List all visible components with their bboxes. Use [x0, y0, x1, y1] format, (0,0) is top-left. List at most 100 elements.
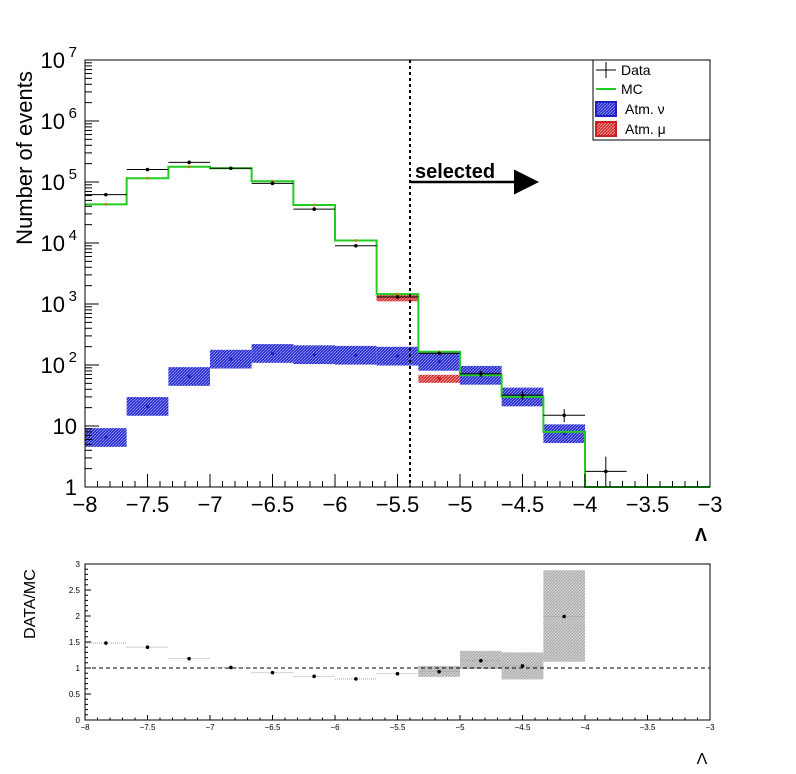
- ratio-point: [229, 665, 233, 670]
- atm-nu-point: [187, 374, 191, 379]
- legend-label-atm-mu: Atm. μ: [625, 121, 666, 137]
- mc-point: [312, 203, 316, 207]
- data-point: [312, 207, 316, 211]
- ratio-x-tick-label: −3.5: [640, 723, 656, 732]
- ratio-point: [520, 664, 525, 668]
- ratio-point: [270, 670, 275, 675]
- main-x-tick-label: −4: [572, 492, 597, 517]
- main-y-tick-exponent: 3: [69, 288, 77, 305]
- data-point: [270, 181, 275, 186]
- ratio-x-tick-label: −4.5: [515, 723, 531, 732]
- atm-nu-point: [229, 357, 233, 361]
- main-y-tick-exponent: 2: [69, 349, 77, 366]
- main-y-tick-exponent: 4: [69, 227, 77, 244]
- data-point: [145, 167, 150, 172]
- main-y-tick-exponent: 5: [69, 166, 77, 183]
- legend-entry-mc: MC: [596, 81, 643, 97]
- mc-point: [354, 239, 358, 242]
- main-x-tick-label: −4.5: [501, 492, 544, 517]
- main-x-tick-label: −7.5: [126, 492, 169, 517]
- mc-point: [104, 202, 108, 206]
- main-x-tick-label: −6.5: [251, 492, 294, 517]
- ratio-y-tick-label: 1.5: [69, 638, 81, 647]
- atm-nu-point: [145, 404, 150, 408]
- mc-point: [187, 165, 191, 169]
- legend-label-data: Data: [621, 62, 651, 78]
- ratio-y-tick-label: 0.5: [69, 690, 81, 699]
- legend-entry-data: Data: [596, 62, 651, 78]
- legend-label-atm-nu: Atm. ν: [625, 101, 665, 117]
- data-point: [479, 371, 483, 376]
- ratio-x-tick-label: −5: [455, 723, 465, 732]
- main-x-tick-label: −8: [72, 492, 97, 517]
- data-point: [562, 413, 566, 418]
- atm-nu-point: [354, 353, 358, 357]
- main-y-tick-label: 1: [65, 475, 77, 500]
- ratio-panel: −8 −7.5 −7 −6.5 −6 −5.5 −5 −4.5 −4 −3.5 −3 0 0.5 1 1.5…: [69, 560, 715, 732]
- data-point: [437, 351, 441, 356]
- ratio-x-axis-title: Λ: [697, 751, 708, 768]
- cut-label: selected: [415, 161, 495, 183]
- main-x-tick-label: −7: [197, 492, 222, 517]
- main-y-tick-exponent: 7: [69, 44, 77, 61]
- main-y-tick-label: 10: [53, 414, 77, 439]
- main-x-tick-label: −5.5: [376, 492, 419, 517]
- legend: Data MC Atm. ν Atm. μ: [592, 59, 711, 141]
- ratio-x-tick-label: −7.5: [140, 723, 156, 732]
- ratio-y-axis-title: DATA/MC: [22, 569, 39, 639]
- ratio-x-tick-label: −4: [580, 723, 590, 732]
- atm-nu-point: [270, 351, 275, 355]
- ratio-x-tick-label: −6: [330, 723, 340, 732]
- mc-point: [396, 292, 399, 296]
- atm-nu-point: [395, 354, 400, 358]
- data-point: [395, 295, 400, 299]
- main-y-tick-exponent: 6: [69, 105, 77, 122]
- main-x-tick-label: −5: [447, 492, 472, 517]
- data-point: [104, 192, 108, 197]
- ratio-x-tick-label: −5.5: [390, 723, 406, 732]
- ratio-x-tick-label: −3: [705, 723, 715, 732]
- main-y-tick-label: 10: [41, 292, 65, 317]
- data-point: [604, 469, 608, 474]
- ratio-y-tick-label: 2.5: [69, 586, 81, 595]
- legend-entry-atm-nu: Atm. ν: [595, 101, 665, 117]
- ratio-point: [354, 677, 358, 681]
- ratio-plot-area: [85, 564, 710, 720]
- legend-entry-atm-mu: Atm. μ: [595, 121, 666, 137]
- ratio-y-tick-label: 3: [76, 560, 81, 569]
- ratio-y-tick-label: 1: [76, 664, 81, 673]
- atm-mu-point: [437, 376, 441, 381]
- ratio-point: [312, 674, 316, 679]
- ratio-x-tick-label: −6.5: [265, 723, 281, 732]
- ratio-point: [479, 658, 483, 663]
- main-y-tick-label: 10: [41, 109, 65, 134]
- ratio-y-tick-label: 0: [76, 716, 81, 725]
- data-point: [520, 393, 525, 397]
- ratio-x-tick-label: −7: [205, 723, 215, 732]
- main-y-tick-label: 10: [41, 231, 65, 256]
- ratio-point: [104, 641, 108, 645]
- main-x-axis-title: Λ: [695, 525, 707, 545]
- main-x-tick-label: −3.5: [626, 492, 669, 517]
- ratio-point: [187, 656, 191, 661]
- ratio-point: [145, 645, 150, 649]
- main-x-tick-label: −3: [697, 492, 722, 517]
- ratio-y-tick-label: 2: [76, 612, 81, 621]
- main-x-tick-label: −6: [322, 492, 347, 517]
- data-point: [229, 166, 233, 171]
- main-y-tick-label: 10: [41, 170, 65, 195]
- ratio-point: [395, 671, 400, 676]
- atm-nu-point: [104, 435, 108, 440]
- main-y-tick-label: 10: [41, 353, 65, 378]
- ratio-x-tick-label: −8: [80, 723, 90, 732]
- atm-nu-point: [437, 359, 441, 363]
- ratio-point: [562, 614, 566, 619]
- main-y-axis-title: Number of events: [12, 71, 37, 245]
- ratio-point: [437, 669, 441, 674]
- main-y-tick-label: 10: [41, 48, 65, 73]
- data-point: [354, 243, 358, 248]
- mc-point: [146, 176, 149, 180]
- legend-label-mc: MC: [621, 81, 643, 97]
- atm-nu-point: [312, 353, 316, 357]
